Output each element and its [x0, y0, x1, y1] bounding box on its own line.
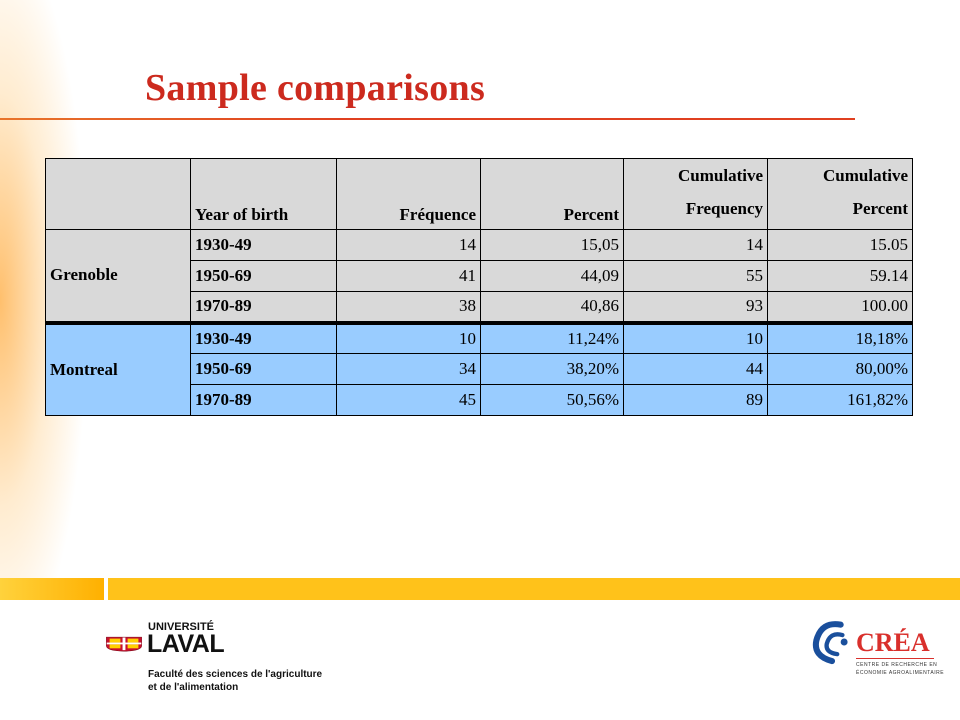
slide-title: Sample comparisons: [145, 67, 486, 109]
crea-name-text: CRÉA: [856, 628, 930, 657]
percent-cell: 50,56%: [480, 384, 624, 416]
cum-freq-cell: 89: [623, 384, 768, 416]
cum-pct-cell: 80,00%: [767, 353, 913, 385]
comparison-table: Year of birth Fréquence Percent Cumulati…: [45, 158, 913, 416]
footer-bar-left: [0, 578, 104, 600]
cum-freq-cell: 93: [623, 291, 768, 324]
freq-cell: 14: [336, 229, 481, 261]
table-row: 1970-89 45 50,56% 89 161,82%: [46, 384, 913, 416]
freq-cell: 45: [336, 384, 481, 416]
header-cum-pct-line2: Percent: [852, 199, 908, 218]
cum-pct-cell: 15.05: [767, 229, 913, 261]
header-cum-freq-cell: Cumulative Frequency: [623, 158, 768, 230]
table-row: Montreal 1930-49 10 11,24% 10 18,18%: [45, 321, 913, 416]
year-cell: 1930-49: [190, 322, 337, 354]
header-year-label: Year of birth: [195, 205, 289, 224]
year-cell: 1930-49: [190, 229, 337, 261]
freq-cell: 41: [336, 260, 481, 292]
title-rule: [0, 118, 855, 120]
laval-crest-icon: [106, 636, 142, 652]
crea-rule: [856, 658, 934, 659]
table-row: 1970-89 38 40,86 93 100.00: [45, 291, 913, 324]
laval-name-text: LAVAL: [147, 630, 225, 658]
header-cum-freq-line1: Cumulative: [678, 166, 763, 185]
crea-subtitle-line1: CENTRE DE RECHERCHE EN: [856, 662, 938, 668]
footer-bar-right: [108, 578, 960, 600]
cum-pct-cell: 59.14: [767, 260, 913, 292]
cum-pct-cell: 18,18%: [767, 322, 913, 354]
freq-cell: 10: [336, 322, 481, 354]
cum-freq-cell: 14: [623, 229, 768, 261]
header-frequence-label: Fréquence: [399, 205, 476, 224]
cum-freq-cell: 10: [623, 322, 768, 354]
cum-pct-cell: 161,82%: [767, 384, 913, 416]
percent-cell: 38,20%: [480, 353, 624, 385]
percent-cell: 40,86: [480, 291, 624, 324]
percent-cell: 11,24%: [480, 322, 624, 354]
crea-subtitle-line2: ÉCONOMIE AGROALIMENTAIRE: [856, 670, 945, 676]
freq-cell: 38: [336, 291, 481, 324]
cum-freq-cell: 44: [623, 353, 768, 385]
header-cum-pct-line1: Cumulative: [823, 166, 908, 185]
year-cell: 1950-69: [190, 353, 337, 385]
laval-universite-text: UNIVERSITÉ: [148, 621, 215, 633]
header-empty-cell: [45, 158, 191, 230]
cum-pct-cell: 100.00: [767, 291, 913, 324]
year-cell: 1950-69: [190, 260, 337, 292]
group-label-montreal: Montreal: [45, 321, 191, 416]
table-row: Grenoble 1930-49 14 15,05 14 15.05: [45, 229, 913, 323]
group-label-grenoble: Grenoble: [45, 229, 191, 323]
header-percent-label: Percent: [563, 205, 619, 224]
year-cell: 1970-89: [190, 384, 337, 416]
percent-cell: 15,05: [480, 229, 624, 261]
header-percent-cell: Percent: [480, 158, 624, 230]
freq-cell: 34: [336, 353, 481, 385]
header-year-cell: Year of birth: [190, 158, 337, 230]
year-cell: 1970-89: [190, 291, 337, 324]
cum-freq-cell: 55: [623, 260, 768, 292]
header-cum-pct-cell: Cumulative Percent: [767, 158, 913, 230]
table-row: 1950-69 41 44,09 55 59.14: [46, 260, 913, 292]
header-frequence-cell: Fréquence: [336, 158, 481, 230]
crea-swirl-icon: [812, 621, 848, 665]
laval-faculty-line2: et de l'alimentation: [148, 682, 239, 693]
laval-faculty-line1: Faculté des sciences de l'agriculture: [148, 669, 323, 680]
percent-cell: 44,09: [480, 260, 624, 292]
header-cum-freq-line2: Frequency: [685, 199, 763, 218]
